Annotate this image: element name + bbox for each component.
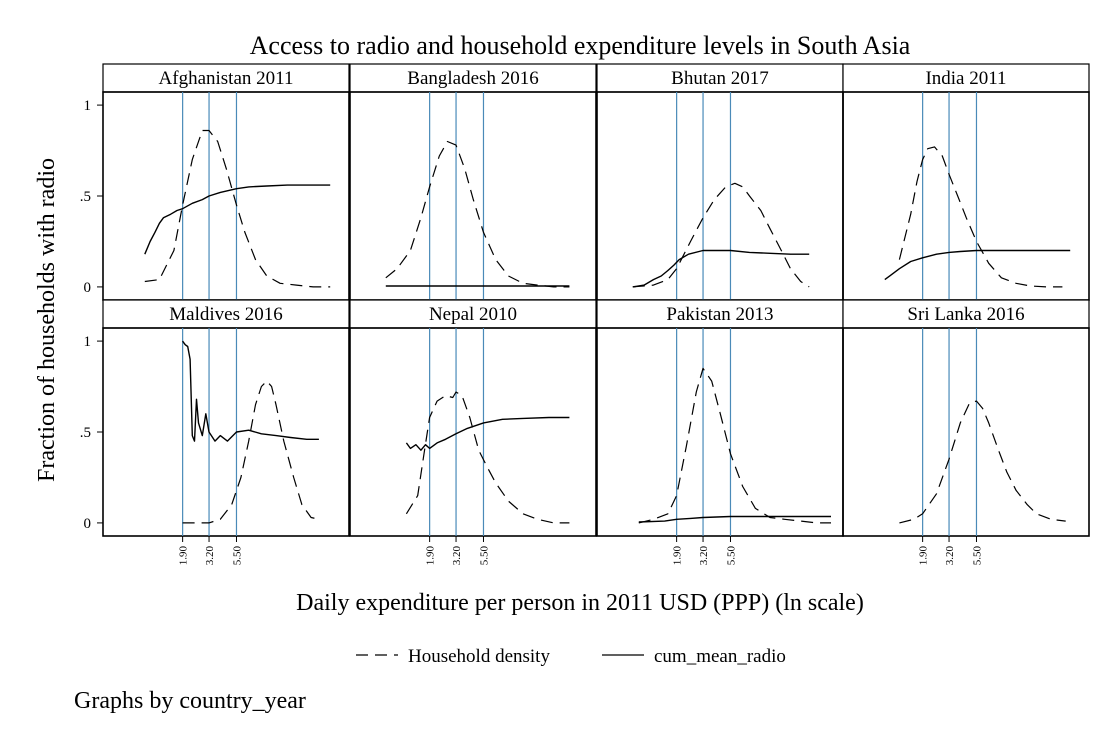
density-line [144, 129, 331, 288]
legend-item-household-density: Household density [356, 646, 550, 667]
x-tick-label: 1.90 [918, 546, 930, 566]
y-tick-label: 0 [84, 516, 92, 532]
y-tick-label: .5 [80, 189, 91, 205]
panel-strip [349, 63, 597, 93]
y-tick-label: .5 [80, 425, 91, 441]
x-tick-label: 5.50 [478, 546, 490, 566]
panel-pakistan-2013: Pakistan 2013 1.90 3.20 5.50 [596, 299, 844, 566]
x-tick-label: 5.50 [725, 546, 737, 566]
density-line [638, 367, 831, 524]
panel-frame [349, 327, 597, 537]
panel-title: Bhutan 2017 [671, 68, 769, 89]
density-line [632, 182, 810, 288]
cum-mean-radio-line [884, 249, 1071, 281]
panel-frame [842, 327, 1090, 537]
panel-strip [842, 63, 1090, 93]
density-line [182, 380, 320, 524]
legend-label: cum_mean_radio [654, 646, 786, 667]
panel-bhutan-2017: Bhutan 2017 [596, 63, 844, 301]
legend: Household density cum_mean_radio [356, 646, 786, 667]
graphs-by-note: Graphs by country_year [74, 688, 306, 714]
panel-afghanistan-2011: Afghanistan 2011 0 .5 1 [80, 63, 350, 301]
x-tick-label: 1.90 [178, 546, 190, 566]
panel-strip [842, 299, 1090, 329]
panel-strip [102, 63, 350, 93]
x-tick-label: 3.20 [451, 546, 463, 566]
panel-sri-lanka-2016: Sri Lanka 2016 1.90 3.20 5.50 [842, 299, 1090, 566]
panel-title: Pakistan 2013 [666, 304, 773, 325]
panel-frame [349, 91, 597, 301]
cum-mean-radio-line [638, 515, 831, 523]
x-tick-label: 3.20 [204, 546, 216, 566]
density-line [405, 391, 570, 524]
x-tick-label: 5.50 [231, 546, 243, 566]
cum-mean-radio-line [144, 184, 331, 255]
panel-maldives-2016: Maldives 2016 0 .5 1 1.90 3.20 5.50 [80, 299, 350, 566]
y-tick-label: 1 [84, 334, 92, 350]
y-tick-label: 0 [84, 280, 92, 296]
x-tick-label: 1.90 [672, 546, 684, 566]
panel-strip [102, 299, 350, 329]
panel-bangladesh-2016: Bangladesh 2016 [349, 63, 597, 301]
chart-title: Access to radio and household expenditur… [250, 31, 911, 60]
density-line [385, 140, 570, 288]
panel-india-2011: India 2011 [842, 63, 1090, 301]
x-tick-label: 1.90 [425, 546, 437, 566]
panel-frame [596, 327, 844, 537]
panel-title: Afghanistan 2011 [159, 68, 294, 89]
y-tick-label: 1 [84, 98, 92, 114]
panel-title: Bangladesh 2016 [407, 68, 538, 89]
density-line [899, 400, 1066, 524]
legend-label: Household density [408, 646, 550, 667]
panels: Afghanistan 2011 0 .5 1 Bangladesh 2016 Bhuta… [80, 63, 1090, 566]
panel-title: Maldives 2016 [169, 304, 282, 325]
cum-mean-radio-line [182, 340, 319, 442]
panel-frame [596, 91, 844, 301]
panel-title: India 2011 [925, 68, 1006, 89]
panel-strip [349, 299, 597, 329]
x-tick-label: 3.20 [698, 546, 710, 566]
panel-frame [102, 327, 350, 537]
cum-mean-radio-line [405, 416, 570, 451]
panel-title: Sri Lanka 2016 [907, 304, 1024, 325]
panel-frame [102, 91, 350, 301]
density-line [898, 146, 1063, 288]
panel-strip [596, 299, 844, 329]
legend-item-cum-mean-radio: cum_mean_radio [602, 646, 786, 667]
panel-frame [842, 91, 1090, 301]
panel-title: Nepal 2010 [429, 304, 517, 325]
y-axis-label: Fraction of households with radio [34, 158, 60, 482]
x-axis-label: Daily expenditure per person in 2011 USD… [296, 590, 864, 616]
cum-mean-radio-line [632, 249, 810, 288]
x-tick-label: 5.50 [971, 546, 983, 566]
x-tick-label: 3.20 [944, 546, 956, 566]
panel-nepal-2010: Nepal 2010 1.90 3.20 5.50 [349, 299, 597, 566]
